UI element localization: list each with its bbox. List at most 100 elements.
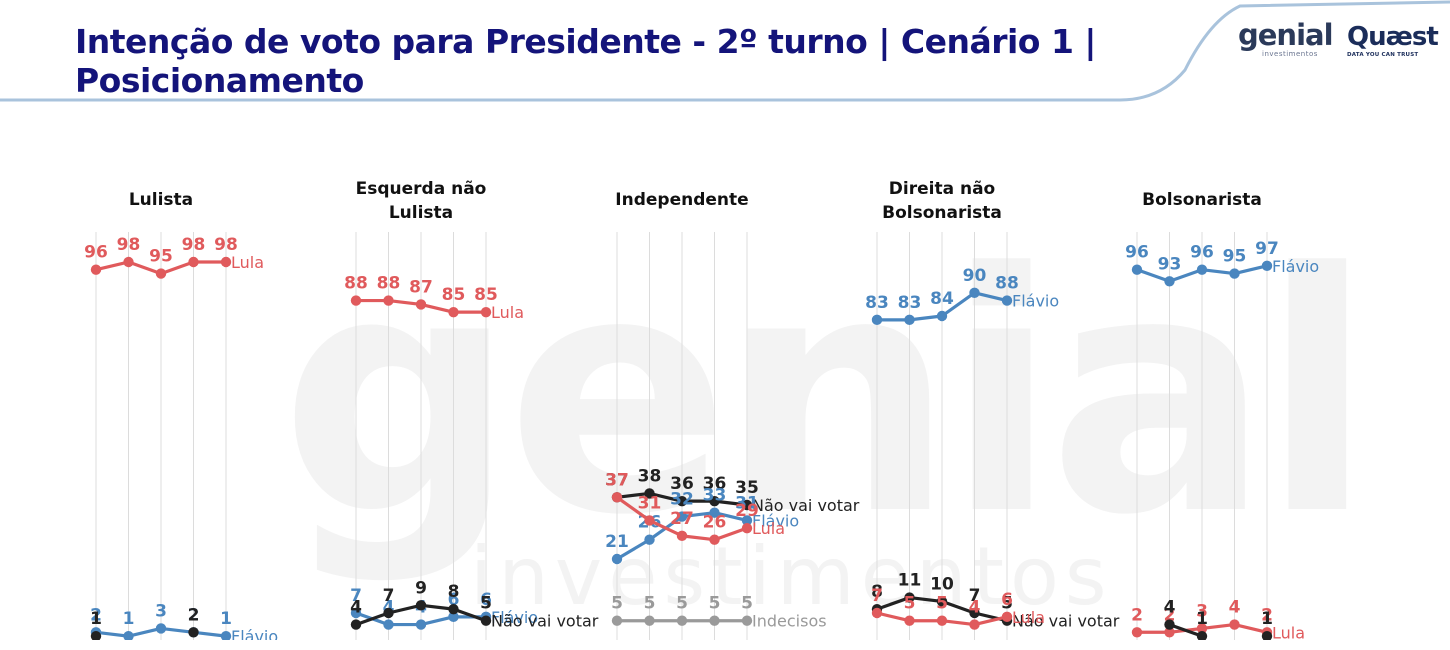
page-title: Intenção de voto para Presidente - 2º tu… — [75, 22, 1096, 100]
panel-5-series-fl-vio-line — [1167, 268, 1204, 283]
panel-3-series-lula-series-label: Lula — [752, 519, 785, 538]
panel-2-series-lula-point — [383, 295, 394, 306]
panel-4-series-lula-point — [871, 607, 883, 619]
panel-5-series-other-2-line — [1167, 622, 1204, 638]
panel-5-series-other-2-point — [1164, 619, 1175, 630]
panel-2-series-n-o-vai-votar-line — [451, 607, 488, 623]
panel-4-series-fl-vio-point — [871, 314, 883, 326]
panel-2-series-fl-vio-point — [383, 619, 394, 630]
panel-4-series-lula-line — [972, 615, 1009, 627]
panel-1-series-lula-value-label: 96 — [84, 243, 108, 263]
panel-3-series-fl-vio-line — [712, 511, 749, 523]
panel-3-series-n-o-vai-votar-line — [615, 491, 652, 499]
panel-5-series-fl-vio-line — [1200, 268, 1237, 276]
panel-3-series-indecisos-value-label: 5 — [709, 594, 721, 614]
panel-5-series-fl-vio-value-label: 93 — [1158, 254, 1182, 274]
panel-3-series-n-o-vai-votar-value-label: 36 — [703, 474, 727, 494]
panel-1-series-lula-series-label: Lula — [231, 253, 264, 272]
panel-4-series-lula-point — [1001, 611, 1013, 623]
panel-4-series-fl-vio-series-label: Flávio — [1012, 292, 1059, 311]
panel-3-series-indecisos-value-label: 5 — [741, 594, 753, 614]
panel-3-series-lula-line — [712, 526, 749, 542]
quaest-logo-text: Quæst — [1347, 22, 1439, 52]
panel-3-series-lula-value-label: 27 — [670, 509, 694, 529]
panel-2-title: Lulista — [389, 203, 453, 223]
panel-3-series-n-o-vai-votar-series-label: Não vai votar — [752, 496, 860, 515]
panel-1-series-fl-vio-value-label: 1 — [220, 609, 232, 629]
panel-5-series-lula-point — [1131, 627, 1143, 638]
panel-3-series-lula-line — [647, 518, 684, 538]
panel-2-series-n-o-vai-votar-point — [448, 603, 459, 615]
panel-3-series-lula-point — [611, 492, 623, 503]
panel-4-series-lula-value-label: 4 — [969, 598, 981, 618]
panel-4-series-n-o-vai-votar-value-label: 7 — [969, 586, 981, 606]
panel-2-series-lula-line — [386, 298, 423, 307]
quaest-logo-tagline: DATA YOU CAN TRUST — [1347, 52, 1419, 58]
panel-1-series-lula-value-label: 98 — [182, 235, 206, 255]
panel-1-series-other-2-point — [90, 630, 102, 640]
panel-3-title: Independente — [615, 190, 748, 210]
panel-5-series-fl-vio-point — [1261, 260, 1273, 272]
panel-4-series-n-o-vai-votar-point — [904, 592, 915, 603]
panel-5-series-fl-vio-point — [1164, 276, 1175, 287]
panel-3-series-indecisos-point — [676, 615, 688, 626]
panel-4-series-n-o-vai-votar-line — [907, 595, 944, 604]
panel-1-series-lula-point — [188, 256, 199, 268]
panel-5-title: Bolsonarista — [1142, 190, 1262, 210]
panel-1-series-lula-point — [155, 268, 167, 279]
panel-1-series-lula-point — [123, 256, 134, 268]
panel-5-series-lula-value-label: 2 — [1131, 605, 1143, 625]
panel-5-series-fl-vio-value-label: 96 — [1190, 243, 1214, 263]
panel-5-series-other-2-value-label: 1 — [1196, 609, 1208, 629]
genial-logo-text: genial — [1238, 18, 1334, 52]
panel-2-series-n-o-vai-votar-line — [354, 611, 391, 627]
panel-2-series-lula-value-label: 87 — [409, 277, 433, 297]
panel-4-series-lula-point — [969, 619, 980, 630]
panel-1-series-fl-vio-value-label: 1 — [123, 609, 135, 629]
panel-2-series-lula-value-label: 85 — [474, 285, 498, 305]
panel-2-series-n-o-vai-votar-line — [419, 603, 456, 611]
panel-4-series-n-o-vai-votar-line — [940, 599, 977, 615]
panel-2-series-lula-value-label: 88 — [377, 274, 401, 294]
panel-3-series-indecisos-point — [709, 615, 720, 626]
panel-2-series-fl-vio-line — [419, 615, 456, 627]
genial-logo: genial investimentos — [1238, 18, 1338, 68]
panel-1-series-lula-line — [126, 260, 163, 276]
panel-2-series-lula-point — [350, 295, 362, 306]
panel-1-series-fl-vio-line — [159, 626, 196, 634]
panel-3-series-n-o-vai-votar-point — [709, 495, 720, 507]
panel-1-series-other-2-value-label: 1 — [90, 609, 102, 629]
panel-4-series-n-o-vai-votar-value-label: 11 — [898, 571, 922, 591]
panel-1-series-lula-value-label: 98 — [214, 235, 238, 255]
panel-5-series-lula-point — [1229, 619, 1240, 630]
panel-1-series-fl-vio-line — [191, 630, 228, 638]
panel-4-series-lula-value-label: 6 — [1001, 590, 1013, 610]
panel-3-series-n-o-vai-votar-value-label: 35 — [735, 478, 759, 498]
panel-1-series-other-2-point — [188, 627, 199, 638]
panel-3-series-indecisos-point — [741, 615, 753, 626]
panel-2-series-n-o-vai-votar-value-label: 4 — [350, 598, 362, 618]
panel-4-series-lula-value-label: 7 — [871, 586, 883, 606]
panel-4-series-fl-vio-value-label: 88 — [995, 274, 1019, 294]
panel-2-title: Esquerda não — [356, 179, 487, 199]
panel-2-series-lula-point — [415, 299, 427, 310]
panel-4-series-fl-vio-value-label: 90 — [963, 266, 987, 286]
genial-logo-subtext: investimentos — [1262, 50, 1318, 58]
panel-5-series-fl-vio-value-label: 97 — [1255, 239, 1279, 259]
panel-1-series-fl-vio-value-label: 2 — [188, 605, 200, 625]
panel-4-series-fl-vio-value-label: 83 — [898, 293, 922, 313]
panel-2-series-lula-point — [480, 306, 492, 318]
panel-3-series-indecisos-point — [611, 615, 623, 626]
panel-5-series-fl-vio-value-label: 96 — [1125, 243, 1149, 263]
panel-4-series-fl-vio-point — [936, 310, 948, 322]
panel-3-series-fl-vio-point — [611, 553, 623, 565]
panel-3-series-indecisos-point — [644, 615, 655, 626]
panel-3-series-lula-point — [741, 522, 753, 534]
panel-3-series-lula-point — [644, 515, 655, 526]
panel-3-series-lula-value-label: 26 — [703, 513, 727, 533]
panel-4-series-n-o-vai-votar-point — [936, 596, 948, 607]
panel-3-series-fl-vio-point — [644, 534, 655, 545]
panel-5-series-fl-vio-point — [1229, 268, 1240, 279]
panel-4-series-n-o-vai-votar-line — [875, 595, 912, 611]
panel-3-series-indecisos-value-label: 5 — [676, 594, 688, 614]
